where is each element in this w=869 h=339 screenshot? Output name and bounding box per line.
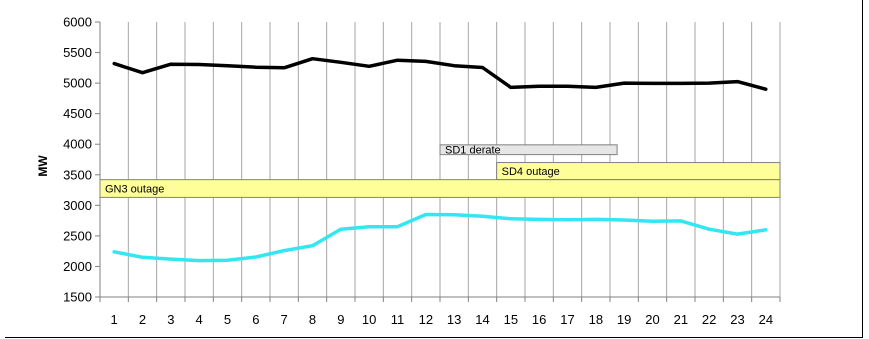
y-tick-label: 4000 (63, 137, 92, 152)
band-label: SD1 derate (445, 145, 501, 157)
y-tick-label: 6000 (63, 15, 92, 30)
y-tick-label: 5000 (63, 76, 92, 91)
x-tick-label: 22 (702, 312, 716, 327)
series-line (112, 212, 768, 263)
x-tick-label: 10 (362, 312, 376, 327)
band-label: SD4 outage (502, 166, 560, 178)
x-tick-label: 17 (560, 312, 574, 327)
x-tick-label: 19 (617, 312, 631, 327)
x-tick-label: 23 (730, 312, 744, 327)
y-tick-label: 3500 (63, 167, 92, 182)
x-tick-label: 4 (196, 312, 203, 327)
y-tick-label: 1500 (63, 290, 92, 305)
x-tick-label: 8 (309, 312, 316, 327)
x-tick-label: 24 (759, 312, 773, 327)
x-tick-label: 14 (475, 312, 489, 327)
x-tick-label: 7 (281, 312, 288, 327)
band-label: GN3 outage (105, 184, 164, 196)
x-tick-label: 6 (252, 312, 259, 327)
axes (95, 21, 781, 302)
y-axis-label: MW (36, 155, 50, 177)
x-tick-label: 11 (391, 312, 405, 327)
x-tick-label: 5 (224, 312, 231, 327)
chart-frame (5, 0, 863, 338)
x-tick-label: 18 (589, 312, 603, 327)
y-tick-labels: 1500 2000 2500 3000 3500 4000 4500 5000 5500 6000 (63, 15, 92, 305)
vertical-grid (127, 22, 753, 297)
y-tick-label: 2500 (63, 228, 92, 243)
x-tick-label: 12 (419, 312, 433, 327)
y-tick-label: 4500 (63, 106, 92, 121)
x-tick-label: 21 (674, 312, 688, 327)
series-line (112, 56, 768, 91)
x-tick-label: 15 (504, 312, 518, 327)
x-tick-label: 3 (167, 312, 174, 327)
x-tick-label: 20 (645, 312, 659, 327)
y-tick-label: 2000 (63, 259, 92, 274)
x-tick-label: 2 (139, 312, 146, 327)
x-tick-label: 16 (532, 312, 546, 327)
x-tick-label: 9 (337, 312, 344, 327)
band-rect (439, 144, 618, 156)
y-tick-label: 3000 (63, 198, 92, 213)
series-lines (112, 56, 768, 263)
x-tick-labels: 1 2 3 4 5 6 7 8 9 10 11 12 13 14 15 16 17 18 19 20 21 22 23 24 (111, 312, 774, 327)
x-tick-label: 1 (111, 312, 118, 327)
band-rect (99, 179, 781, 198)
y-tick-label: 5500 (63, 45, 92, 60)
x-tick-label: 13 (447, 312, 461, 327)
